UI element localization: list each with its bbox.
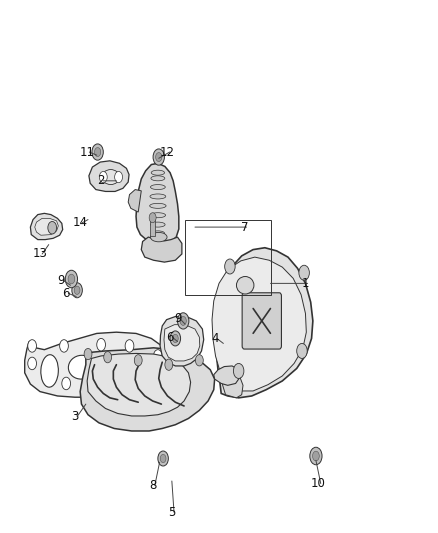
Circle shape xyxy=(297,343,307,358)
Circle shape xyxy=(48,222,57,234)
Text: 3: 3 xyxy=(71,410,78,423)
Circle shape xyxy=(68,274,75,284)
Polygon shape xyxy=(25,332,175,397)
Circle shape xyxy=(125,340,134,352)
Circle shape xyxy=(134,354,142,366)
Circle shape xyxy=(92,144,103,160)
Text: 8: 8 xyxy=(149,479,156,492)
Text: 10: 10 xyxy=(311,477,326,490)
Circle shape xyxy=(28,357,36,370)
Polygon shape xyxy=(128,190,141,212)
Text: 9: 9 xyxy=(174,312,181,325)
Circle shape xyxy=(225,259,235,274)
Circle shape xyxy=(62,377,71,390)
Text: 11: 11 xyxy=(80,146,95,158)
Text: 4: 4 xyxy=(211,332,219,345)
Ellipse shape xyxy=(150,203,166,208)
Polygon shape xyxy=(141,237,182,262)
Circle shape xyxy=(158,451,168,466)
Circle shape xyxy=(149,213,156,223)
Circle shape xyxy=(72,283,82,298)
Text: 1: 1 xyxy=(302,277,309,290)
Polygon shape xyxy=(87,353,191,416)
Circle shape xyxy=(299,265,309,280)
Text: 14: 14 xyxy=(73,216,88,229)
Text: 2: 2 xyxy=(97,174,105,187)
Circle shape xyxy=(233,364,244,378)
Ellipse shape xyxy=(103,357,124,376)
Circle shape xyxy=(153,370,162,382)
Ellipse shape xyxy=(151,222,165,227)
Ellipse shape xyxy=(41,354,58,387)
Polygon shape xyxy=(212,257,306,391)
Circle shape xyxy=(155,152,162,161)
Ellipse shape xyxy=(134,361,151,376)
Circle shape xyxy=(104,352,112,363)
Ellipse shape xyxy=(68,356,95,379)
Circle shape xyxy=(153,149,164,165)
Circle shape xyxy=(310,447,322,465)
Ellipse shape xyxy=(102,169,120,184)
Text: 12: 12 xyxy=(160,146,175,158)
Polygon shape xyxy=(214,366,240,385)
Polygon shape xyxy=(215,248,313,398)
Text: 7: 7 xyxy=(240,221,248,233)
Polygon shape xyxy=(223,375,243,398)
Circle shape xyxy=(165,359,173,370)
Ellipse shape xyxy=(150,194,166,199)
Circle shape xyxy=(127,376,136,389)
Circle shape xyxy=(97,338,106,351)
Circle shape xyxy=(95,148,101,157)
Circle shape xyxy=(177,313,189,329)
Circle shape xyxy=(84,349,92,360)
Circle shape xyxy=(160,454,166,463)
Text: 5: 5 xyxy=(168,506,176,519)
Bar xyxy=(150,217,155,237)
Circle shape xyxy=(180,317,186,325)
Circle shape xyxy=(173,334,178,343)
Polygon shape xyxy=(136,163,179,244)
Circle shape xyxy=(170,331,180,346)
Text: 6: 6 xyxy=(63,287,70,300)
Ellipse shape xyxy=(151,231,165,236)
Text: 9: 9 xyxy=(57,274,65,287)
Circle shape xyxy=(99,172,107,183)
Circle shape xyxy=(60,340,68,352)
Polygon shape xyxy=(30,213,63,240)
Circle shape xyxy=(97,377,106,390)
FancyBboxPatch shape xyxy=(242,293,282,349)
Circle shape xyxy=(313,451,319,461)
Ellipse shape xyxy=(237,277,254,294)
Circle shape xyxy=(115,172,123,183)
Bar xyxy=(185,220,272,295)
Circle shape xyxy=(74,286,80,294)
Ellipse shape xyxy=(151,176,165,181)
Circle shape xyxy=(28,340,36,352)
Text: 6: 6 xyxy=(166,330,174,344)
Ellipse shape xyxy=(151,170,165,175)
Polygon shape xyxy=(80,348,215,431)
Circle shape xyxy=(65,270,78,288)
Circle shape xyxy=(195,354,203,366)
Polygon shape xyxy=(89,161,129,191)
Polygon shape xyxy=(35,219,58,235)
Circle shape xyxy=(153,350,162,362)
Ellipse shape xyxy=(150,213,166,217)
Ellipse shape xyxy=(151,184,165,190)
Text: 13: 13 xyxy=(32,247,47,261)
Ellipse shape xyxy=(150,232,167,242)
Polygon shape xyxy=(160,317,204,366)
Polygon shape xyxy=(164,325,200,361)
